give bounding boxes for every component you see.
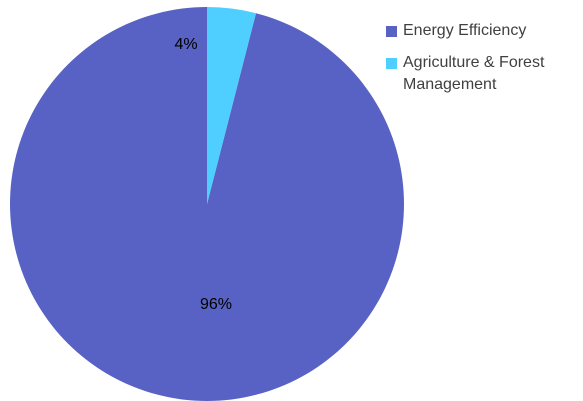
legend-label-energy-efficiency: Energy Efficiency bbox=[403, 22, 527, 39]
chart-legend: Energy Efficiency Agriculture & Forest M… bbox=[386, 20, 583, 106]
legend-item-agriculture-forest-management: Agriculture & Forest Management bbox=[386, 52, 583, 96]
legend-item-energy-efficiency: Energy Efficiency bbox=[386, 20, 583, 42]
pie-slices bbox=[10, 7, 404, 401]
pie-slice-energy-efficiency bbox=[10, 7, 404, 401]
pie-slice-labels: 96% 4% bbox=[174, 36, 232, 313]
legend-swatch-energy-efficiency bbox=[386, 26, 397, 37]
slice-label-agriculture-forest-management: 4% bbox=[174, 36, 197, 53]
legend-label-agriculture-forest-management: Agriculture & Forest Management bbox=[403, 54, 545, 93]
pie-slice-agriculture-forest-management bbox=[207, 7, 256, 204]
slice-label-energy-efficiency: 96% bbox=[200, 296, 232, 313]
legend-swatch-agriculture-forest-management bbox=[386, 58, 397, 69]
